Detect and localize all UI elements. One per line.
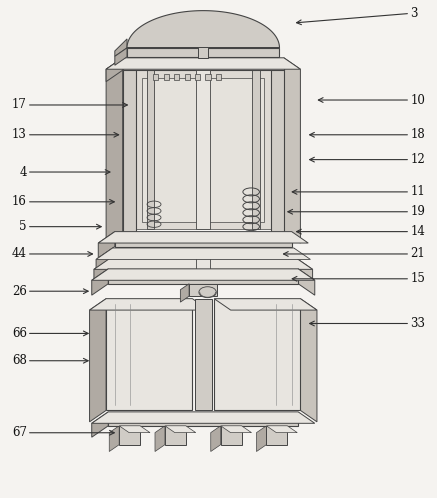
Polygon shape [92,269,315,280]
Bar [267,426,287,445]
Text: 17: 17 [12,99,127,112]
Polygon shape [96,248,113,268]
Bar [214,299,300,410]
Polygon shape [155,426,165,452]
Bar [136,70,271,229]
Polygon shape [296,258,312,280]
Bar [127,48,280,57]
Polygon shape [106,58,300,69]
Bar [216,74,221,80]
Bar [115,232,291,247]
Polygon shape [214,299,317,310]
Polygon shape [90,299,209,310]
Polygon shape [96,248,310,259]
Polygon shape [92,269,108,295]
Polygon shape [165,426,196,433]
Bar [108,412,298,426]
Bar [165,426,186,445]
Text: 5: 5 [19,220,101,233]
Text: 11: 11 [292,185,425,198]
Bar [196,70,210,229]
Text: 3: 3 [297,6,418,25]
Bar [142,78,264,222]
Polygon shape [127,10,280,48]
Polygon shape [92,412,108,437]
Text: 13: 13 [12,128,118,141]
Polygon shape [98,232,115,258]
Bar [189,284,218,296]
Text: 44: 44 [12,248,93,260]
Bar [195,299,212,410]
Polygon shape [92,412,315,423]
Bar [198,47,208,58]
Bar [163,74,169,80]
Bar [123,58,136,232]
Polygon shape [109,426,119,452]
Polygon shape [98,232,308,243]
Bar [119,426,140,445]
Text: 15: 15 [292,272,425,285]
Text: 18: 18 [310,128,425,141]
Bar [195,74,200,80]
Text: 10: 10 [319,94,425,107]
Text: 12: 12 [310,153,425,166]
Text: 26: 26 [12,285,88,298]
Polygon shape [94,258,312,269]
Polygon shape [298,269,315,295]
Text: 21: 21 [284,248,425,260]
Polygon shape [94,258,111,280]
Bar [123,58,284,70]
Polygon shape [119,426,150,433]
Text: 4: 4 [19,165,110,178]
Polygon shape [257,426,267,452]
Bar [174,74,179,80]
Polygon shape [115,39,127,56]
Bar [184,74,190,80]
Polygon shape [106,58,123,243]
Bar [147,70,154,229]
Bar [108,269,298,284]
Polygon shape [106,58,123,82]
Polygon shape [211,426,221,452]
Text: 19: 19 [288,205,425,218]
Polygon shape [300,299,317,422]
Text: 33: 33 [310,317,425,330]
Polygon shape [267,426,297,433]
Bar [106,299,192,410]
Text: 14: 14 [297,225,425,238]
Bar [205,74,211,80]
Polygon shape [221,426,252,433]
Polygon shape [284,58,300,243]
Polygon shape [90,299,106,422]
Bar [271,58,284,232]
Bar [221,426,242,445]
Text: 68: 68 [12,354,88,367]
Polygon shape [115,48,127,65]
Ellipse shape [199,287,216,298]
Bar [252,70,260,229]
Text: 67: 67 [12,426,114,439]
Bar [196,258,210,269]
Bar [153,74,158,80]
Polygon shape [180,284,189,302]
Text: 66: 66 [12,327,88,340]
Bar [111,258,296,269]
Bar [113,248,294,257]
Text: 16: 16 [12,195,114,208]
